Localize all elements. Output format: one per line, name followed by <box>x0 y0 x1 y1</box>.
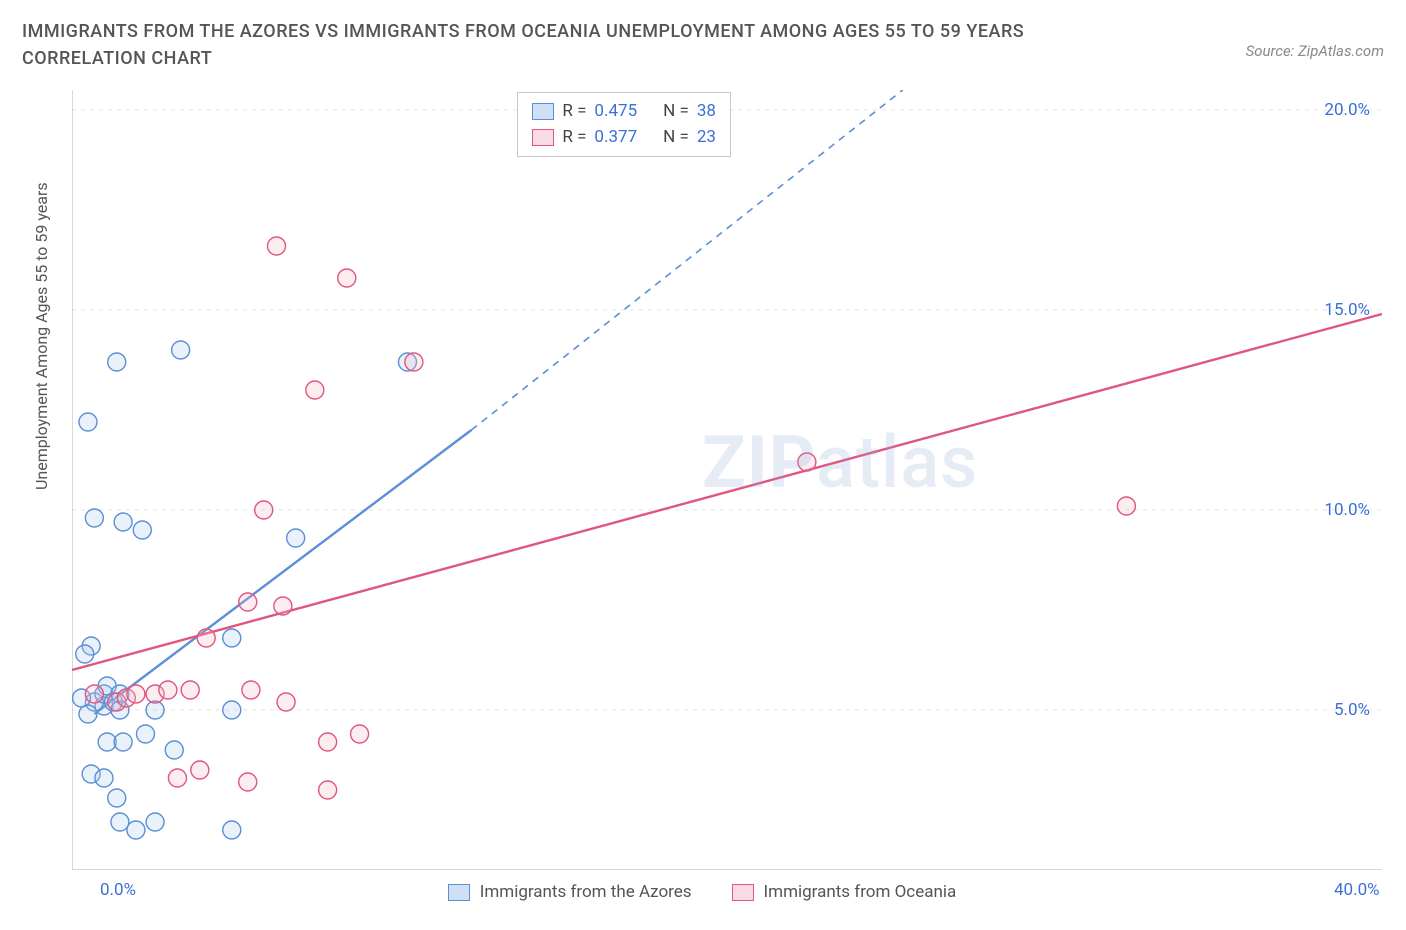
scatter-plot: ZIPatlas R =0.475N =38R =0.377N =23 5.0%… <box>72 90 1382 870</box>
n-label: N = <box>663 99 689 125</box>
y-tick-label: 5.0% <box>1334 700 1370 720</box>
r-value: 0.377 <box>594 125 637 151</box>
y-tick-label: 15.0% <box>1324 300 1370 320</box>
chart-container: Unemployment Among Ages 55 to 59 years Z… <box>22 90 1382 910</box>
legend-row-oceania: R = 0.377 N = 23 <box>532 125 716 151</box>
series-legend-item-azores: Immigrants from the Azores <box>448 882 692 902</box>
correlation-legend: R = 0.475 N = 38 R = 0.377 N = 23 <box>517 92 731 157</box>
n-value: 23 <box>697 125 716 151</box>
series-label-azores: Immigrants from the Azores <box>480 882 692 902</box>
y-axis-label: Unemployment Among Ages 55 to 59 years <box>32 182 51 490</box>
r-label: R = <box>562 99 586 125</box>
legend-swatch-azores <box>532 103 554 120</box>
n-label: N = <box>663 125 689 151</box>
series-legend-item-oceania: Immigrants from Oceania <box>732 882 957 902</box>
r-value: 0.475 <box>594 99 637 125</box>
y-tick-label: 10.0% <box>1324 500 1370 520</box>
series-swatch-azores <box>448 884 470 901</box>
r-label: R = <box>562 125 586 151</box>
legend-swatch-oceania <box>532 129 554 146</box>
plot-svg <box>72 90 1382 870</box>
legend-row-azores: R = 0.475 N = 38 <box>532 99 716 125</box>
y-tick-label: 20.0% <box>1324 100 1370 120</box>
page-title: IMMIGRANTS FROM THE AZORES VS IMMIGRANTS… <box>22 18 1122 72</box>
series-label-oceania: Immigrants from Oceania <box>764 882 957 902</box>
n-value: 38 <box>697 99 716 125</box>
series-swatch-oceania <box>732 884 754 901</box>
series-legend: Immigrants from the Azores Immigrants fro… <box>22 882 1382 902</box>
source-attribution: Source: ZipAtlas.com <box>1246 18 1384 60</box>
